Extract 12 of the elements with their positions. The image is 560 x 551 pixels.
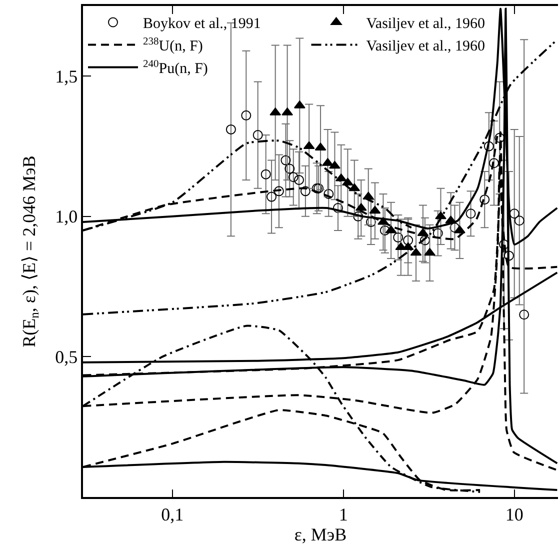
x-tick-label: 1	[338, 504, 348, 524]
y-tick-label: 1,5	[55, 66, 78, 86]
legend-label: $^{238}$U(n, F)	[143, 36, 203, 55]
legend-label: Boykov et al., 1991	[143, 16, 261, 32]
y-tick-label: 0,5	[55, 347, 78, 368]
x-tick-label: 10	[505, 504, 524, 524]
x-tick-label: 0,1	[161, 504, 184, 524]
x-axis-title: ε, МэВ	[294, 524, 347, 544]
y-tick-label: 1,0	[55, 206, 78, 227]
legend-label: Vasiljev et al., 1960	[366, 38, 485, 55]
legend-label: $^{240}$Pu(n, F)	[143, 58, 208, 78]
legend-label: Vasiljev et al., 1960	[366, 16, 485, 32]
